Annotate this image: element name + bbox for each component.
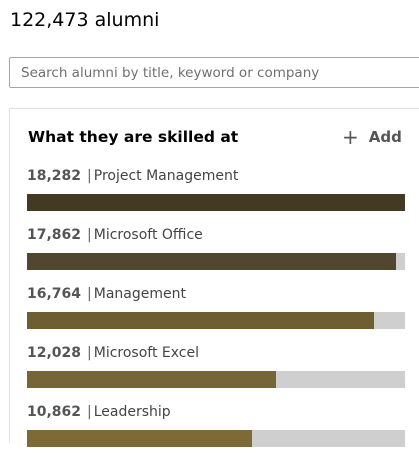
skill-bar-track (27, 253, 405, 270)
skill-bar-fill (27, 312, 374, 329)
skill-item-microsoft-excel[interactable]: 12,028 | Microsoft Excel (27, 343, 405, 388)
skill-name: Microsoft Excel (93, 345, 199, 361)
skill-separator: | (87, 345, 92, 361)
skill-item-project-management[interactable]: 18,282 | Project Management (27, 166, 405, 211)
skill-count: 18,282 (27, 168, 82, 184)
skill-bar-track (27, 312, 405, 329)
skill-item-microsoft-office[interactable]: 17,862 | Microsoft Office (27, 225, 405, 270)
skill-bar-fill (27, 371, 276, 388)
search-alumni-input[interactable] (10, 58, 419, 87)
skills-card-title: What they are skilled at (28, 128, 239, 146)
skill-separator: | (87, 227, 92, 243)
skill-name: Project Management (93, 168, 239, 184)
skill-name: Management (93, 286, 186, 302)
skill-name: Microsoft Office (93, 227, 203, 243)
add-label: Add (368, 128, 402, 146)
skill-item-leadership[interactable]: 10,862 | Leadership (27, 402, 405, 447)
skill-bar-track (27, 371, 405, 388)
add-skill-button[interactable]: + Add (342, 125, 402, 149)
skill-bar-track (27, 194, 405, 211)
skill-separator: | (87, 168, 92, 184)
alumni-count: 122,473 alumni (10, 9, 160, 31)
skill-bar-fill (27, 253, 397, 270)
search-alumni-box[interactable] (9, 57, 419, 88)
skills-card: What they are skilled at + Add 18,282 | Pr… (9, 108, 419, 447)
skill-bar-fill (27, 194, 405, 211)
skill-name: Leadership (93, 404, 171, 420)
plus-icon: + (342, 125, 359, 149)
skill-count: 17,862 (27, 227, 82, 243)
skill-bar-fill (27, 430, 252, 447)
skill-count: 10,862 (27, 404, 82, 420)
skill-bar-track (27, 430, 405, 447)
skill-item-management[interactable]: 16,764 | Management (27, 284, 405, 329)
skill-count: 12,028 (27, 345, 82, 361)
skill-separator: | (87, 286, 92, 302)
skill-separator: | (87, 404, 92, 420)
skill-count: 16,764 (27, 286, 82, 302)
